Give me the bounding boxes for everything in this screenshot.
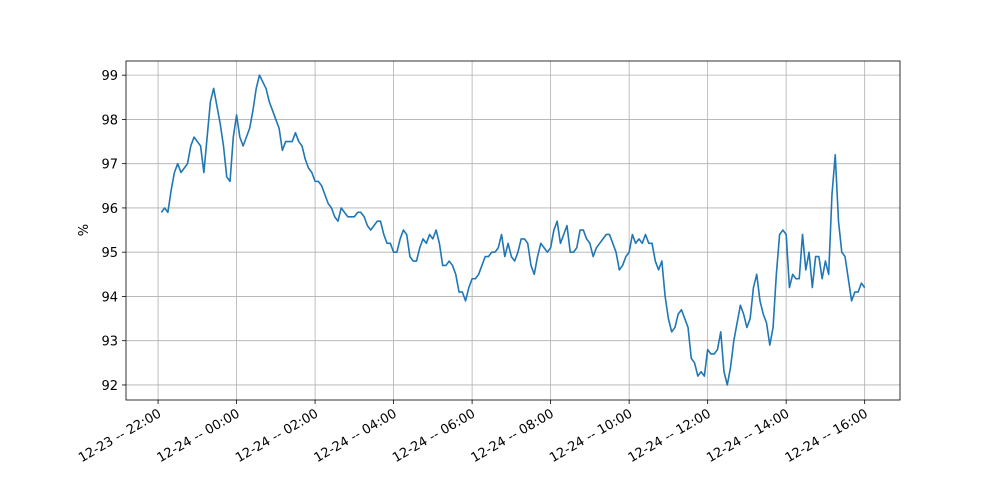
data-line: [160, 74, 866, 386]
y-tick-label: 92: [101, 379, 118, 394]
x-tick-label: 12-24 -- 12:00: [626, 406, 714, 465]
y-tick-label: 96: [101, 202, 118, 217]
y-axis-label: %: [77, 224, 92, 236]
y-tick-label: 98: [101, 113, 118, 128]
y-tick-label: 95: [101, 246, 118, 261]
x-tick-label: 12-24 -- 10:00: [547, 406, 635, 465]
x-tick-label: 12-24 -- 08:00: [469, 406, 557, 465]
y-tick-label: 97: [101, 158, 118, 173]
x-tick-label: 12-24 -- 00:00: [155, 406, 243, 465]
x-tick-label: 12-24 -- 14:00: [704, 406, 792, 465]
y-tick-label: 93: [101, 335, 118, 350]
x-tick-label: 12-24 -- 02:00: [233, 406, 321, 465]
plot-frame: [125, 60, 901, 401]
y-tick-label: 99: [101, 69, 118, 84]
x-tick-label: 12-24 -- 16:00: [783, 406, 871, 465]
y-tick-label: 94: [101, 290, 118, 305]
x-tick-label: 12-24 -- 04:00: [312, 406, 400, 465]
x-tick-label: 12-24 -- 06:00: [390, 406, 478, 465]
x-tick-label: 12-23 -- 22:00: [76, 406, 164, 465]
